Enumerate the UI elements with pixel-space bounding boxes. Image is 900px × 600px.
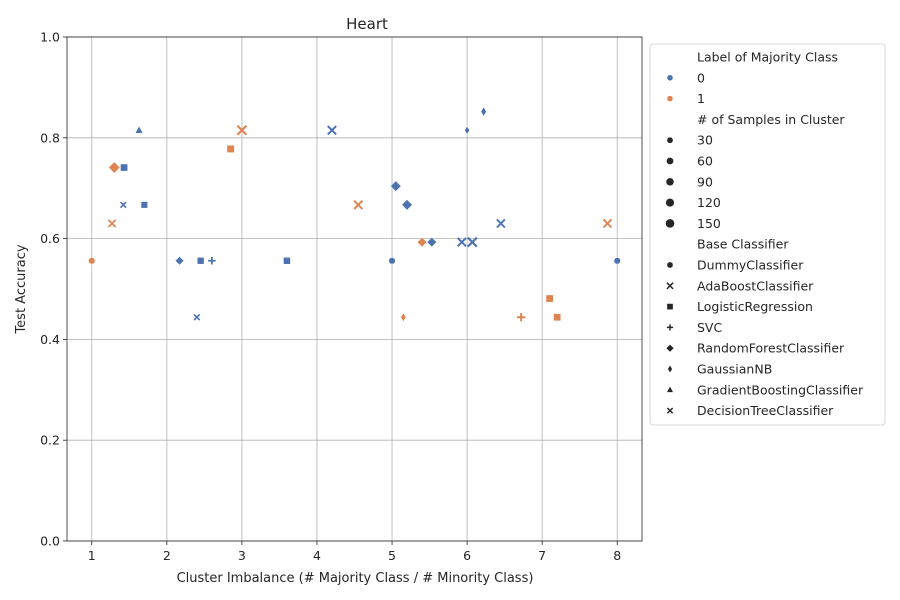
legend-frame <box>649 43 886 426</box>
data-point <box>193 313 201 321</box>
y-tick-label: 0.2 <box>40 433 60 448</box>
legend-style-label: DummyClassifier <box>697 258 804 273</box>
data-point <box>283 257 291 265</box>
data-point <box>107 219 117 228</box>
legend-size-marker <box>666 157 674 165</box>
chart-title: Heart <box>346 15 388 33</box>
y-tick-label: 0.0 <box>40 534 60 549</box>
data-point <box>400 312 407 323</box>
legend-style-marker <box>666 385 674 393</box>
data-point <box>108 161 121 174</box>
data-point <box>456 237 467 248</box>
y-tick-label: 0.8 <box>40 130 60 145</box>
legend-style-label: AdaBoostClassifier <box>697 278 814 293</box>
axis-ticks: 1 2 3 4 5 6 7 8 0.0 0.2 0.4 0.6 0.8 1.0 <box>40 30 621 564</box>
data-point <box>236 124 248 136</box>
data-point <box>553 313 562 322</box>
data-point <box>353 199 364 210</box>
x-tick-label: 3 <box>238 548 246 563</box>
data-point <box>545 294 554 303</box>
x-tick-label: 2 <box>163 548 171 563</box>
legend: Label of Majority Class 0 1 # of Samples in… <box>649 43 886 426</box>
data-point <box>88 257 96 265</box>
legend-hue-title: Label of Majority Class <box>697 50 838 65</box>
data-point <box>496 218 506 229</box>
x-axis-label: Cluster Imbalance (# Majority Class / # … <box>177 571 534 586</box>
data-point <box>426 237 437 248</box>
data-point <box>467 236 478 248</box>
x-tick-label: 7 <box>538 548 546 563</box>
data-point <box>208 257 216 265</box>
x-tick-label: 8 <box>613 548 621 563</box>
data-point <box>119 201 127 209</box>
data-point <box>613 257 621 265</box>
data-point <box>120 163 128 172</box>
legend-size-label: 30 <box>697 133 713 148</box>
legend-hue-marker <box>666 95 674 102</box>
data-point <box>327 125 337 136</box>
legend-style-label: LogisticRegression <box>697 299 813 314</box>
data-point <box>464 125 470 135</box>
data-point <box>480 106 487 117</box>
data-point <box>388 257 396 265</box>
y-tick-label: 0.6 <box>40 231 60 246</box>
legend-size-label: 120 <box>697 195 721 210</box>
data-points <box>88 106 621 323</box>
data-point <box>196 257 205 265</box>
legend-style-label: RandomForestClassifier <box>697 341 845 356</box>
data-point <box>401 199 413 211</box>
legend-hue-label: 0 <box>697 70 705 85</box>
legend-style-marker <box>666 324 674 331</box>
data-point <box>516 313 526 322</box>
legend-style-label: GaussianNB <box>697 362 772 377</box>
legend-hue-marker <box>666 74 674 82</box>
grid <box>67 36 642 542</box>
x-tick-label: 4 <box>313 548 321 563</box>
plot-frame <box>66 36 643 542</box>
legend-style-marker <box>666 407 674 414</box>
data-point <box>140 201 148 209</box>
data-point <box>602 218 613 229</box>
legend-style-title: Base Classifier <box>697 237 789 252</box>
data-point <box>390 180 402 192</box>
legend-size-label: 90 <box>697 174 713 189</box>
y-tick-label: 1.0 <box>40 30 60 45</box>
legend-size-marker <box>665 198 675 208</box>
legend-hue-label: 1 <box>697 91 705 106</box>
legend-size-label: 60 <box>697 154 713 169</box>
legend-style-marker <box>666 261 674 269</box>
legend-size-marker <box>665 177 675 187</box>
legend-size-label: 150 <box>697 216 721 231</box>
y-tick-label: 0.4 <box>40 332 60 347</box>
legend-style-marker <box>667 364 673 374</box>
legend-style-marker <box>666 303 674 310</box>
legend-style-label: SVC <box>697 320 722 335</box>
data-point <box>134 125 144 134</box>
x-tick-label: 1 <box>88 548 96 563</box>
legend-style-marker <box>666 282 674 290</box>
legend-style-marker <box>665 343 675 353</box>
data-point <box>416 237 428 248</box>
legend-style-label: DecisionTreeClassifier <box>697 403 834 418</box>
legend-size-title: # of Samples in Cluster <box>697 112 845 127</box>
data-point <box>174 256 185 266</box>
data-point <box>226 144 235 153</box>
x-tick-label: 5 <box>388 548 396 563</box>
x-tick-label: 6 <box>463 548 471 563</box>
legend-style-label: GradientBoostingClassifier <box>697 382 864 397</box>
legend-size-marker <box>665 218 675 229</box>
y-axis-label: Test Accuracy <box>14 244 29 334</box>
legend-size-marker <box>666 136 674 144</box>
